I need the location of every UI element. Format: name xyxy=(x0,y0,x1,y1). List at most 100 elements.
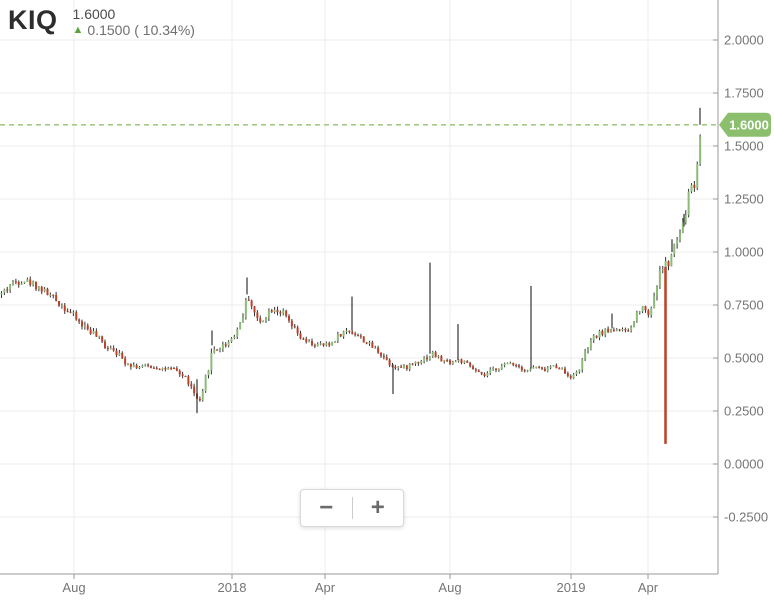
candle xyxy=(178,370,181,375)
x-tick-label: Aug xyxy=(62,580,85,595)
y-tick-label: 1.5000 xyxy=(724,139,764,154)
candle xyxy=(201,391,204,401)
candle xyxy=(193,386,196,394)
candle xyxy=(175,368,178,371)
candle xyxy=(55,295,58,302)
y-tick-label: 0.0000 xyxy=(724,457,764,472)
candle xyxy=(331,341,334,346)
candle xyxy=(221,344,224,350)
candle xyxy=(500,365,503,370)
quote-header: KIQ 1.6000 ▲ 0.1500 ( 10.34%) xyxy=(8,4,195,39)
candle xyxy=(60,305,63,307)
candle xyxy=(256,312,259,319)
candle xyxy=(265,317,267,321)
candle xyxy=(434,352,437,358)
candle xyxy=(388,359,391,366)
candle xyxy=(20,283,23,285)
candle xyxy=(198,398,201,401)
candle xyxy=(135,364,138,369)
candle xyxy=(673,244,676,255)
candle xyxy=(644,306,647,311)
candle xyxy=(578,369,581,372)
x-tick-label: 2018 xyxy=(218,580,247,595)
candle xyxy=(6,289,9,291)
x-axis-labels: Aug 2018 Apr Aug 2019 Apr xyxy=(62,574,659,595)
candle xyxy=(17,282,20,285)
candle xyxy=(267,310,270,318)
candle xyxy=(69,311,72,313)
candle xyxy=(290,320,293,327)
zoom-divider xyxy=(351,497,353,519)
candle xyxy=(236,329,239,337)
candle xyxy=(529,368,532,371)
candle xyxy=(405,365,408,369)
candle xyxy=(216,349,219,351)
y-tick-label: 0.7500 xyxy=(724,298,764,313)
candle xyxy=(561,368,564,370)
candle xyxy=(509,363,512,365)
y-axis-labels: 2.0000 1.7500 1.5000 1.2500 1.0000 0.7500 0.50… xyxy=(713,33,768,525)
y-tick-label: 0.2500 xyxy=(724,404,764,419)
candle xyxy=(181,374,184,376)
zoom-out-button[interactable]: − xyxy=(301,490,352,526)
candle xyxy=(618,329,621,331)
candle xyxy=(253,306,256,313)
candle xyxy=(607,328,610,333)
candle xyxy=(635,312,638,322)
candle xyxy=(443,360,446,362)
candle xyxy=(612,329,615,332)
candle xyxy=(101,336,104,342)
candle xyxy=(342,331,345,337)
candle xyxy=(451,361,454,364)
candle xyxy=(681,222,684,233)
candle xyxy=(104,341,106,348)
candle xyxy=(322,343,325,346)
candle xyxy=(520,366,523,371)
candle xyxy=(526,370,529,372)
candle xyxy=(630,327,633,331)
candle xyxy=(339,333,342,337)
y-tick-label: 1.0000 xyxy=(724,245,764,260)
candle xyxy=(595,335,598,338)
candle xyxy=(345,330,348,332)
last-price-label: 1.6000 xyxy=(729,117,769,132)
candle xyxy=(127,363,129,366)
spike-wicks xyxy=(196,107,701,444)
candle xyxy=(187,376,190,385)
candle xyxy=(233,336,236,339)
candle xyxy=(515,364,518,367)
candle xyxy=(431,352,434,357)
candle xyxy=(239,322,242,330)
candle xyxy=(589,340,592,350)
y-tick-label: 0.5000 xyxy=(724,351,764,366)
candle xyxy=(411,363,414,365)
candle xyxy=(247,299,250,302)
gridlines xyxy=(0,0,718,574)
zoom-in-button[interactable]: + xyxy=(353,490,404,526)
candle xyxy=(296,327,299,334)
up-arrow-icon: ▲ xyxy=(72,24,84,36)
candle xyxy=(572,374,575,379)
candle xyxy=(351,331,354,334)
candle xyxy=(549,366,552,368)
candle xyxy=(664,261,667,270)
candle xyxy=(581,358,584,370)
candle xyxy=(282,310,285,314)
candle xyxy=(242,317,244,323)
candle xyxy=(83,325,86,327)
candle xyxy=(63,305,66,311)
candle xyxy=(647,310,650,316)
candle xyxy=(121,352,124,359)
candle xyxy=(89,329,92,334)
candle xyxy=(270,310,273,312)
candle xyxy=(170,367,173,370)
candle xyxy=(604,328,607,335)
ticker-symbol: KIQ xyxy=(8,5,58,35)
candle xyxy=(190,384,193,387)
candle xyxy=(210,352,213,371)
candle xyxy=(158,368,161,371)
candle xyxy=(359,335,362,337)
candle xyxy=(118,352,121,356)
candle xyxy=(40,286,43,292)
